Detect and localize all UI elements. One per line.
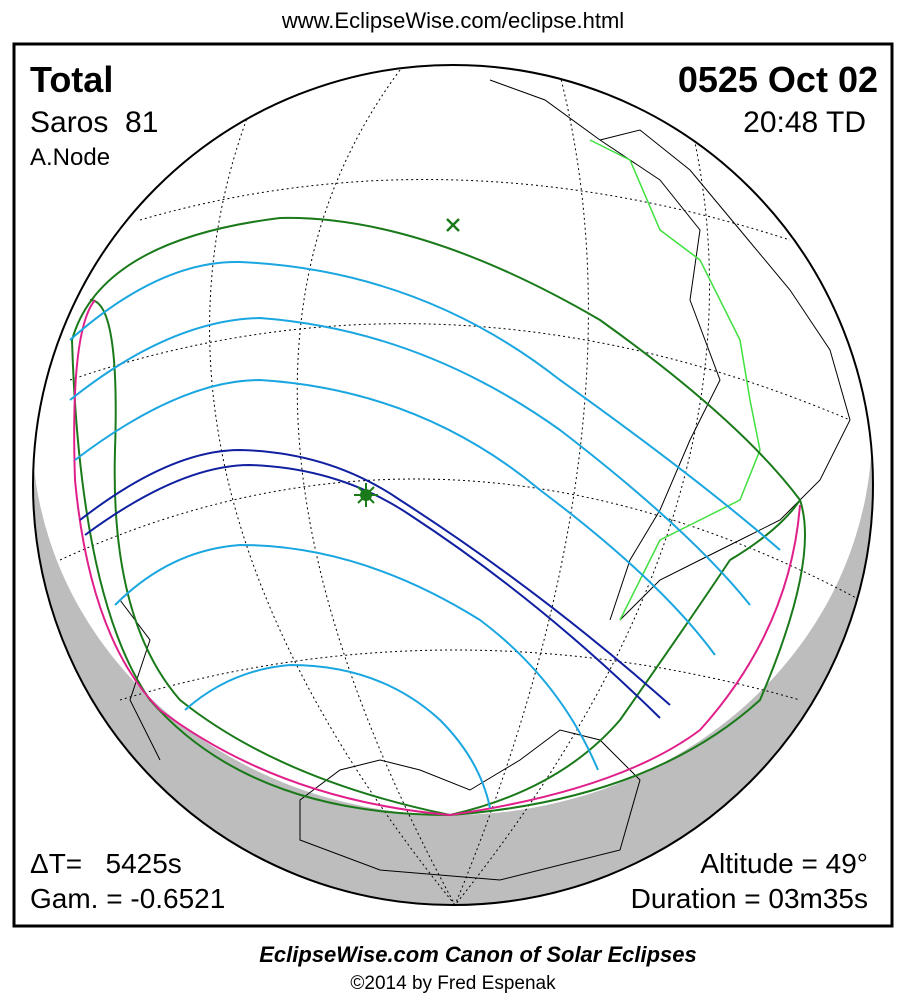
footer-credit: ©2014 by Fred Espenak xyxy=(350,973,556,994)
coastlines xyxy=(119,79,851,881)
gamma: Gam. = -0.6521 xyxy=(30,883,225,914)
borders xyxy=(589,139,761,621)
altitude: Altitude = 49° xyxy=(700,848,868,879)
penumbra-limit-east xyxy=(449,499,801,816)
graticule xyxy=(59,69,861,905)
magnitude-curves xyxy=(69,260,781,809)
penumbra-limit-west xyxy=(89,299,451,816)
globe xyxy=(33,65,873,905)
node: A.Node xyxy=(30,144,110,171)
delta-t: ΔT= 5425s xyxy=(30,848,182,879)
eclipse-type: Total xyxy=(30,59,113,100)
date: 0525 Oct 02 xyxy=(678,59,878,100)
day-side xyxy=(33,65,872,815)
footer-title: EclipseWise.com Canon of Solar Eclipses xyxy=(259,942,697,967)
duration: Duration = 03m35s xyxy=(631,883,868,914)
sunrise-sunset-curve xyxy=(73,299,801,817)
globe-outline xyxy=(32,64,874,906)
url: www.EclipseWise.com/eclipse.html xyxy=(281,8,624,33)
sub-solar-point xyxy=(446,218,460,232)
greatest-eclipse xyxy=(354,483,378,507)
time: 20:48 TD xyxy=(743,106,866,139)
path-of-totality xyxy=(79,448,671,719)
saros: Saros 81 xyxy=(30,106,158,139)
